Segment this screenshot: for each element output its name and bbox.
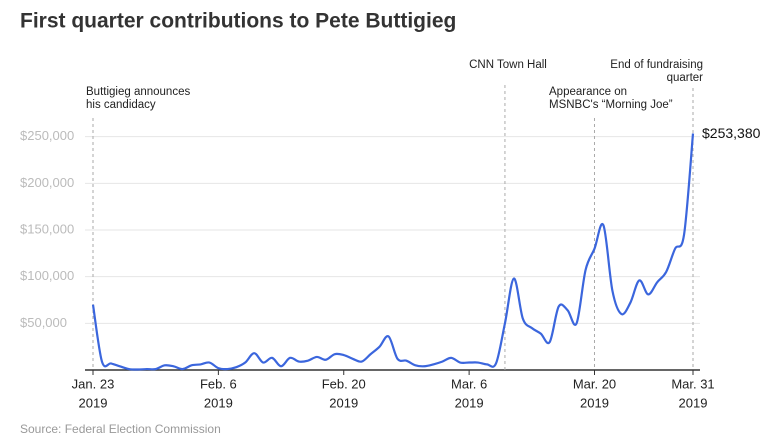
value-label: $253,380 bbox=[702, 125, 761, 141]
x-tick-label: Mar. 31 bbox=[671, 376, 714, 391]
line bbox=[91, 133, 695, 371]
x-tick-label: 2019 bbox=[455, 395, 484, 410]
x-tick-label: Mar. 6 bbox=[451, 376, 487, 391]
y-tick-label: $50,000 bbox=[20, 315, 67, 330]
y-tick-label: $250,000 bbox=[20, 128, 74, 143]
x-tick-label: 2019 bbox=[580, 395, 609, 410]
x-tick-label: Feb. 20 bbox=[322, 376, 366, 391]
chart-title: First quarter contributions to Pete Butt… bbox=[20, 10, 456, 33]
y-tick-label: $100,000 bbox=[20, 268, 74, 283]
annotation-text: Buttigieg announces bbox=[86, 86, 190, 98]
x-tick-label: Feb. 6 bbox=[200, 376, 237, 391]
annotation-text: Appearance on bbox=[549, 86, 627, 98]
annotation-text: End of fundraising bbox=[610, 59, 703, 71]
x-tick-label: 2019 bbox=[329, 395, 358, 410]
x-tick-label: 2019 bbox=[79, 395, 108, 410]
annotation-text: his candidacy bbox=[86, 99, 156, 111]
annotation-text: MSNBC's “Morning Joe” bbox=[549, 99, 673, 111]
x-tick-label: Mar. 20 bbox=[573, 376, 616, 391]
annotation-text: quarter bbox=[667, 72, 704, 84]
x-tick-label: Jan. 23 bbox=[72, 376, 115, 391]
x-tick-label: 2019 bbox=[204, 395, 233, 410]
source: Source: Federal Election Commission bbox=[20, 422, 221, 436]
y-tick-label: $200,000 bbox=[20, 175, 74, 190]
x-tick-label: 2019 bbox=[679, 395, 708, 410]
y-tick-label: $150,000 bbox=[20, 221, 74, 236]
annotation-text: CNN Town Hall bbox=[469, 59, 547, 71]
